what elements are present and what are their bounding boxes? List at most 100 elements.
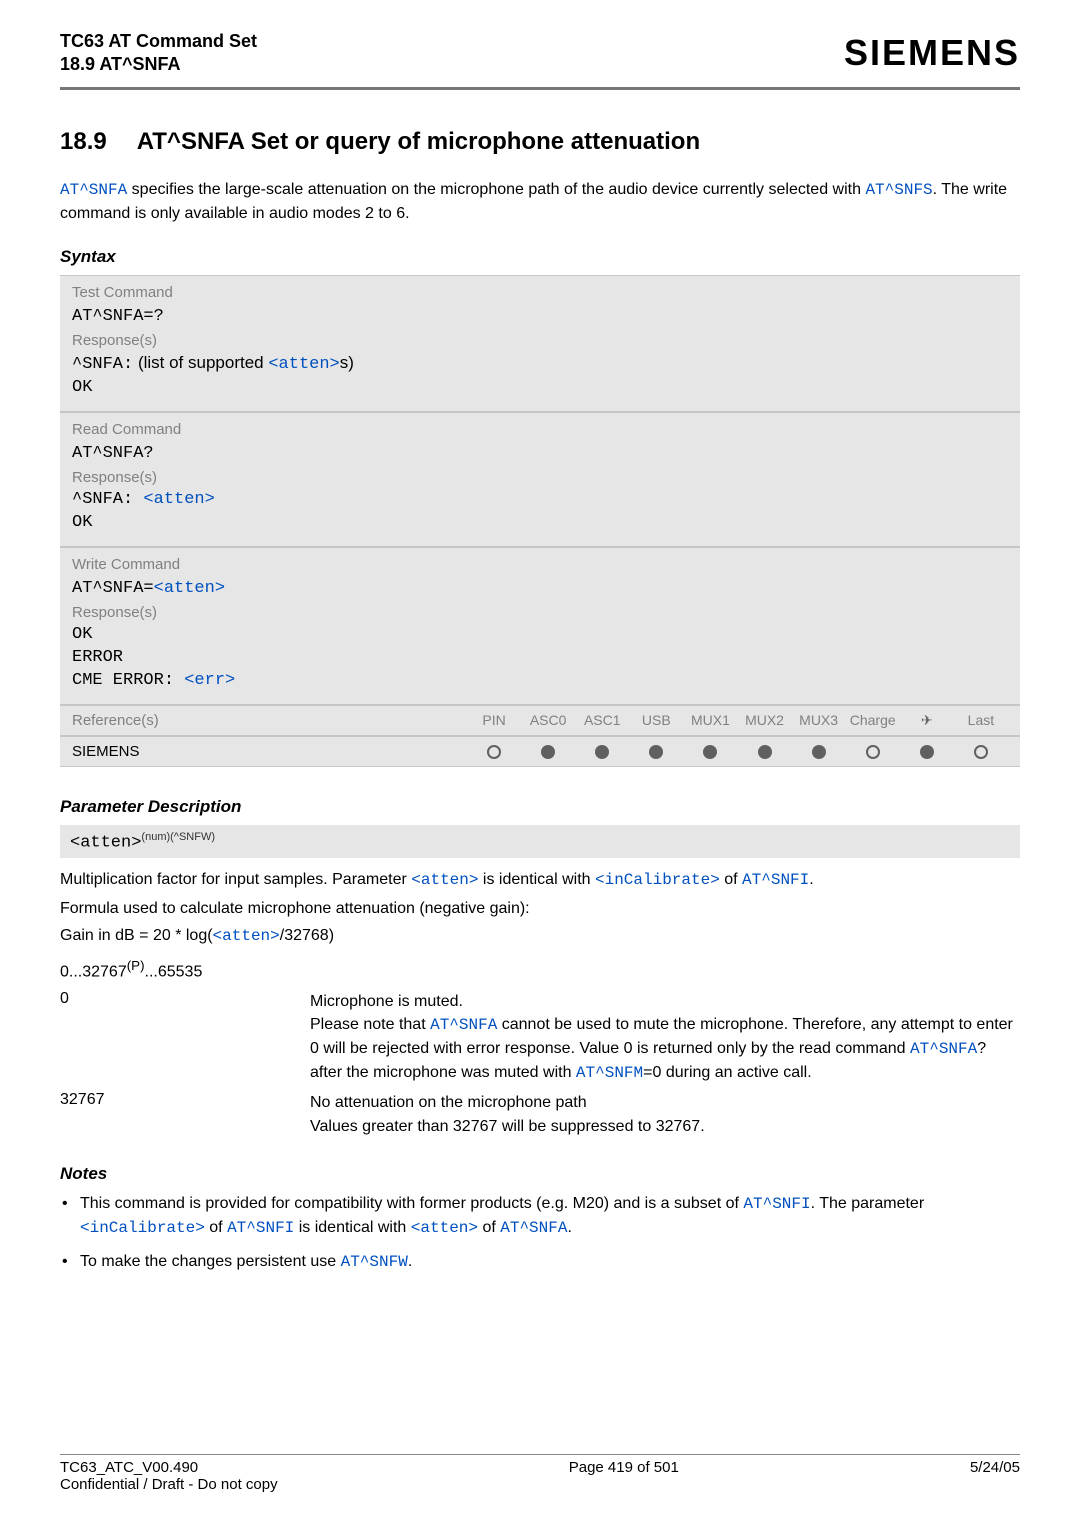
dot-open-icon — [974, 745, 988, 759]
reference-label: Reference(s) — [72, 712, 467, 729]
footer-page: Page 419 of 501 — [569, 1459, 679, 1493]
dot-open-icon — [487, 745, 501, 759]
dot-cell — [792, 745, 846, 759]
page-footer: TC63_ATC_V00.490 Confidential / Draft - … — [60, 1454, 1020, 1493]
dot-filled-icon — [812, 745, 826, 759]
inline-link[interactable]: AT^SNFA — [430, 1016, 497, 1034]
note-item: To make the changes persistent use AT^SN… — [62, 1250, 1020, 1274]
footer-doc-id: TC63_ATC_V00.490 — [60, 1459, 278, 1476]
link-atten[interactable]: <atten> — [411, 871, 478, 889]
section-title: 18.9AT^SNFA Set or query of microphone a… — [60, 128, 1020, 156]
dot-cell — [521, 745, 575, 759]
read-label: Read Command — [72, 421, 1008, 438]
intro-paragraph: AT^SNFA specifies the large-scale attenu… — [60, 178, 1020, 225]
write-label: Write Command — [72, 556, 1008, 573]
param-heading: Parameter Description — [60, 797, 1020, 817]
dot-filled-icon — [541, 745, 555, 759]
dot-filled-icon — [649, 745, 663, 759]
dot-filled-icon — [595, 745, 609, 759]
link-atten[interactable]: <atten> — [154, 579, 225, 598]
section-ref: 18.9 AT^SNFA — [60, 53, 257, 76]
write-ok: OK — [72, 625, 1008, 644]
read-resp: ^SNFA: <atten> — [72, 490, 1008, 509]
dot-open-icon — [866, 745, 880, 759]
write-resp-label: Response(s) — [72, 604, 1008, 621]
ref-col: Last — [954, 712, 1008, 729]
read-ok: OK — [72, 513, 1008, 532]
ref-col: ASC0 — [521, 712, 575, 729]
param-line2: Formula used to calculate microphone att… — [60, 897, 1020, 920]
footer-date: 5/24/05 — [970, 1459, 1020, 1493]
ref-col: ✈ — [900, 712, 954, 729]
write-command-block: Write Command AT^SNFA=<atten> Response(s… — [60, 547, 1020, 705]
link-atten[interactable]: <atten> — [268, 355, 339, 374]
write-error: ERROR — [72, 648, 1008, 667]
inline-link[interactable]: AT^SNFA — [910, 1040, 977, 1058]
footer-confidential: Confidential / Draft - Do not copy — [60, 1476, 278, 1493]
inline-link[interactable]: AT^SNFI — [743, 1195, 810, 1213]
ref-col: PIN — [467, 712, 521, 729]
section-number: 18.9 — [60, 128, 107, 156]
ref-col: USB — [629, 712, 683, 729]
siemens-logo: SIEMENS — [844, 32, 1020, 74]
dot-cell — [954, 745, 1008, 759]
read-cmd: AT^SNFA? — [72, 444, 1008, 463]
capability-dots — [467, 745, 1008, 759]
param-super: (num)(^SNFW) — [141, 831, 215, 843]
param-range: 0...32767(P)...65535 — [60, 956, 1020, 984]
value-row: 32767No attenuation on the microphone pa… — [60, 1091, 1020, 1137]
param-line1: Multiplication factor for input samples.… — [60, 868, 1020, 892]
param-name: <atten> — [70, 833, 141, 852]
test-cmd: AT^SNFA=? — [72, 307, 1008, 326]
dot-cell — [629, 745, 683, 759]
ref-col: MUX2 — [737, 712, 791, 729]
dot-cell — [900, 745, 954, 759]
read-command-block: Read Command AT^SNFA? Response(s) ^SNFA:… — [60, 412, 1020, 547]
notes-list: This command is provided for compatibili… — [60, 1192, 1020, 1274]
header-left: TC63 AT Command Set 18.9 AT^SNFA — [60, 30, 257, 77]
inline-link[interactable]: <inCalibrate> — [80, 1219, 205, 1237]
test-resp: ^SNFA: (list of supported <atten>s) — [72, 353, 1008, 374]
inline-link[interactable]: AT^SNFW — [341, 1253, 408, 1271]
inline-link[interactable]: AT^SNFI — [227, 1219, 294, 1237]
link-err[interactable]: <err> — [184, 671, 235, 690]
ref-col: MUX1 — [683, 712, 737, 729]
link-atten[interactable]: <atten> — [213, 927, 280, 945]
siemens-label: SIEMENS — [72, 743, 467, 760]
ref-col: Charge — [846, 712, 900, 729]
dot-cell — [846, 745, 900, 759]
link-incalibrate[interactable]: <inCalibrate> — [595, 871, 720, 889]
param-line3: Gain in dB = 20 * log(<atten>/32768) — [60, 924, 1020, 948]
note-item: This command is provided for compatibili… — [62, 1192, 1020, 1240]
value-key: 0 — [60, 990, 310, 1086]
param-box: <atten>(num)(^SNFW) — [60, 825, 1020, 858]
reference-columns: PINASC0ASC1USBMUX1MUX2MUX3Charge✈Last — [467, 712, 1008, 729]
test-resp-label: Response(s) — [72, 332, 1008, 349]
value-key: 32767 — [60, 1091, 310, 1137]
link-atsnfs[interactable]: AT^SNFS — [865, 181, 932, 199]
header-rule — [60, 87, 1020, 90]
product-name: TC63 AT Command Set — [60, 30, 257, 53]
link-atsnfa[interactable]: AT^SNFA — [60, 181, 127, 199]
link-atten[interactable]: <atten> — [143, 490, 214, 509]
read-resp-label: Response(s) — [72, 469, 1008, 486]
inline-link[interactable]: AT^SNFM — [576, 1064, 643, 1082]
test-ok: OK — [72, 378, 1008, 397]
dot-cell — [575, 745, 629, 759]
value-desc: Microphone is muted.Please note that AT^… — [310, 990, 1020, 1086]
inline-link[interactable]: <atten> — [411, 1219, 478, 1237]
dot-cell — [737, 745, 791, 759]
test-command-block: Test Command AT^SNFA=? Response(s) ^SNFA… — [60, 275, 1020, 412]
value-row: 0Microphone is muted.Please note that AT… — [60, 990, 1020, 1086]
syntax-heading: Syntax — [60, 247, 1020, 267]
write-cme: CME ERROR: <err> — [72, 671, 1008, 690]
test-label: Test Command — [72, 284, 1008, 301]
link-atsnfi[interactable]: AT^SNFI — [742, 871, 809, 889]
footer-left: TC63_ATC_V00.490 Confidential / Draft - … — [60, 1459, 278, 1493]
write-cmd: AT^SNFA=<atten> — [72, 579, 1008, 598]
siemens-row: SIEMENS — [60, 736, 1020, 767]
dot-filled-icon — [758, 745, 772, 759]
notes-heading: Notes — [60, 1164, 1020, 1184]
inline-link[interactable]: AT^SNFA — [500, 1219, 567, 1237]
value-desc: No attenuation on the microphone pathVal… — [310, 1091, 1020, 1137]
